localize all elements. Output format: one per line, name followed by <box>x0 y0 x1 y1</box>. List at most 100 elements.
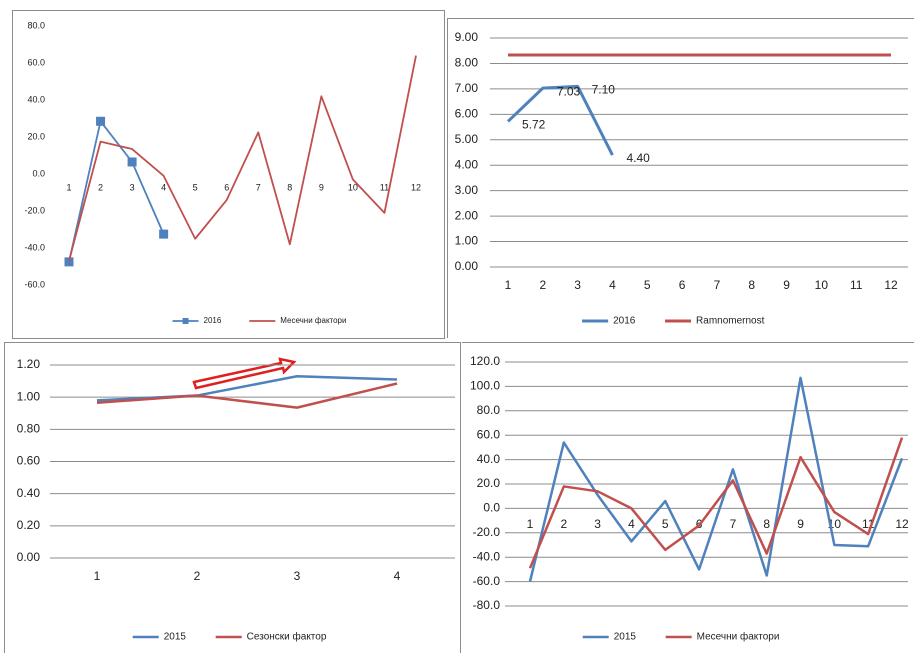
x-tick-label: 5 <box>644 278 651 292</box>
y-tick-label: 0.00 <box>455 259 479 273</box>
x-tick-label: 9 <box>319 182 324 192</box>
x-tick-label: 12 <box>895 517 909 531</box>
y-tick-label: 1.00 <box>17 389 41 403</box>
point-marker <box>96 116 106 126</box>
x-tick-label: 11 <box>380 182 389 192</box>
x-tick-label: 1 <box>66 182 71 192</box>
x-tick-label: 3 <box>130 182 135 192</box>
y-tick-label: 0.0 <box>483 501 500 515</box>
series-line <box>528 437 904 569</box>
x-tick-label: 6 <box>679 278 686 292</box>
y-tick-label: 1.00 <box>455 234 479 248</box>
data-label: 7.10 <box>592 83 616 97</box>
legend-label: 2016 <box>204 316 222 325</box>
x-tick-label: 4 <box>161 182 166 192</box>
x-tick-label: 3 <box>294 569 301 583</box>
legend-label: Ramnomernost <box>696 316 765 327</box>
x-tick-label: 4 <box>609 278 616 292</box>
y-tick-label: -20.0 <box>24 205 45 215</box>
legend-label: 2015 <box>164 632 187 643</box>
y-tick-label: 40.0 <box>27 94 45 104</box>
x-tick-label: 3 <box>574 278 581 292</box>
x-tick-label: 7 <box>714 278 721 292</box>
x-tick-label: 2 <box>560 517 567 531</box>
x-tick-label: 4 <box>394 569 401 583</box>
arrow-annotation <box>192 357 297 390</box>
y-tick-label: -40.0 <box>473 549 501 563</box>
point-marker <box>64 257 74 267</box>
x-tick-label: 7 <box>730 517 737 531</box>
y-tick-label: 0.0 <box>32 168 45 178</box>
y-tick-label: 0.60 <box>17 454 41 468</box>
legend-marker <box>182 318 189 324</box>
y-tick-label: -60.0 <box>24 279 45 289</box>
point-marker <box>159 229 169 239</box>
x-tick-label: 9 <box>783 278 790 292</box>
y-tick-label: 120.0 <box>470 354 500 368</box>
panel-borders <box>4 10 914 653</box>
x-tick-label: 2 <box>98 182 103 192</box>
y-tick-label: 0.40 <box>17 486 41 500</box>
x-tick-label: 10 <box>348 182 358 192</box>
x-tick-label: 5 <box>193 182 198 192</box>
y-tick-label: 80.0 <box>477 403 501 417</box>
y-tick-label: 1.20 <box>17 357 41 371</box>
x-tick-label: 10 <box>815 278 829 292</box>
x-tick-label: 2 <box>539 278 546 292</box>
x-tick-label: 11 <box>850 278 863 292</box>
y-tick-label: 60.0 <box>27 57 45 67</box>
y-tick-label: 8.00 <box>455 56 479 70</box>
y-tick-label: 4.00 <box>455 157 479 171</box>
y-tick-label: 7.00 <box>455 81 479 95</box>
x-tick-label: 8 <box>287 182 292 192</box>
y-tick-label: 80.0 <box>27 20 45 30</box>
series-line <box>68 55 417 262</box>
y-tick-label: -40.0 <box>24 242 45 252</box>
y-tick-label: 20.0 <box>477 476 501 490</box>
panel-border <box>447 18 914 338</box>
y-tick-label: 0.20 <box>17 518 41 532</box>
y-tick-label: 0.80 <box>17 422 41 436</box>
series-line <box>68 120 165 263</box>
x-tick-label: 12 <box>411 182 421 192</box>
y-tick-label: 9.00 <box>455 30 479 44</box>
y-tick-label: -60.0 <box>473 574 501 588</box>
x-tick-label: 8 <box>763 517 770 531</box>
x-tick-label: 7 <box>256 182 261 192</box>
x-tick-label: 1 <box>527 517 534 531</box>
data-label: 5.72 <box>522 118 546 132</box>
x-tick-label: 2 <box>194 569 201 583</box>
y-tick-label: 3.00 <box>455 183 479 197</box>
x-tick-label: 12 <box>884 278 898 292</box>
y-tick-label: 20.0 <box>27 131 45 141</box>
legend-label: 2015 <box>614 632 637 643</box>
point-marker <box>127 157 137 167</box>
data-label: 4.40 <box>626 151 650 165</box>
panel-border <box>4 342 461 653</box>
x-tick-label: 8 <box>748 278 755 292</box>
y-tick-label: 6.00 <box>455 107 479 121</box>
data-label: 7.03 <box>557 84 581 98</box>
x-tick-label: 6 <box>224 182 229 192</box>
series-line <box>528 376 904 582</box>
panel-border <box>12 10 445 339</box>
y-tick-label: 60.0 <box>477 427 501 441</box>
x-tick-label: 9 <box>797 517 804 531</box>
y-tick-label: 0.00 <box>17 550 41 564</box>
x-tick-label: 3 <box>594 517 601 531</box>
series-line <box>506 84 614 156</box>
legend-label: 2016 <box>613 316 636 327</box>
x-tick-label: 1 <box>505 278 512 292</box>
legend-label: Месечни фактори <box>280 316 346 325</box>
y-tick-label: 100.0 <box>470 379 500 393</box>
y-tick-label: 5.00 <box>455 132 479 146</box>
y-tick-label: 2.00 <box>455 208 479 222</box>
y-tick-label: -20.0 <box>473 525 501 539</box>
x-tick-label: 4 <box>628 517 635 531</box>
y-tick-label: -80.0 <box>473 598 501 612</box>
legend-label: Месечни фактори <box>697 631 780 643</box>
y-tick-label: 40.0 <box>477 452 501 466</box>
x-tick-label: 1 <box>94 569 101 583</box>
x-tick-label: 5 <box>662 517 669 531</box>
